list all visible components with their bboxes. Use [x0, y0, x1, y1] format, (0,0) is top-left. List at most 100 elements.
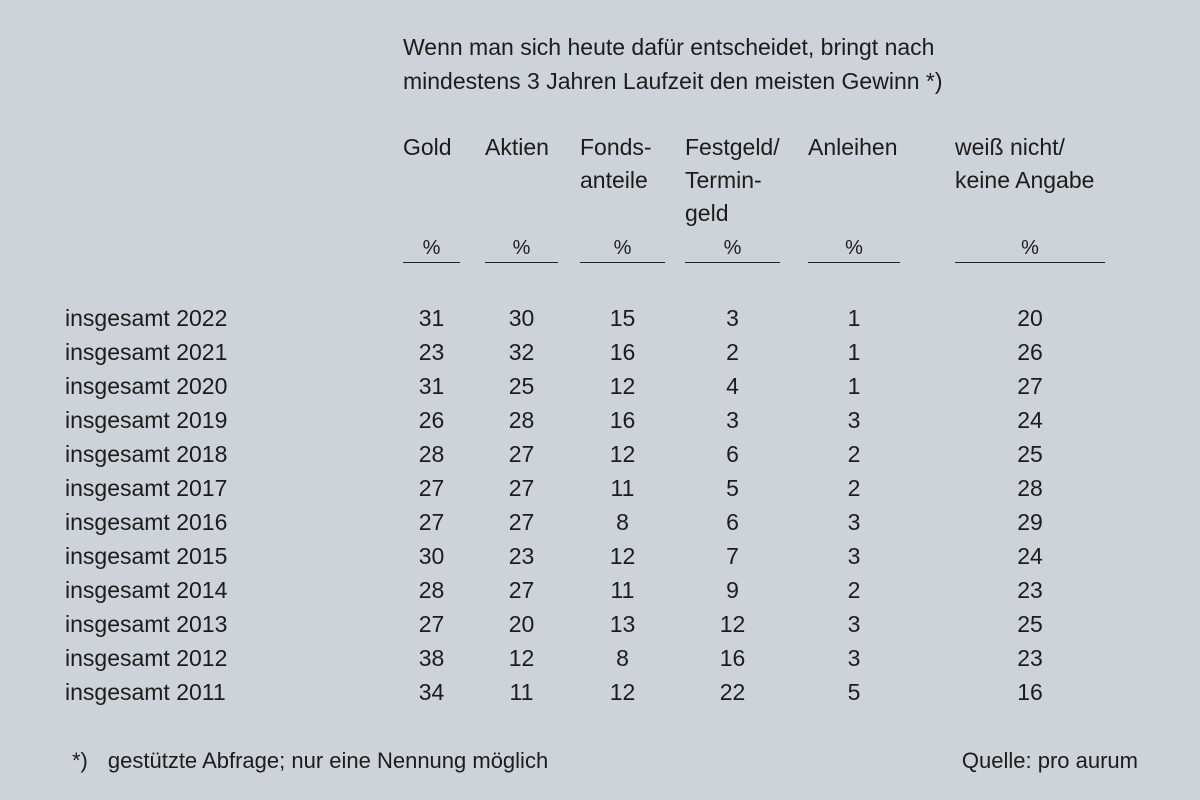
- row-label: insgesamt 2021: [65, 339, 228, 365]
- value-cell-fondsanteile: 16: [609, 339, 636, 365]
- value-cell-festgeld: 22: [719, 679, 746, 705]
- column-header-label: Gold: [403, 134, 452, 160]
- value-cell-aktien: 23: [508, 543, 535, 569]
- value-cell-festgeld: 7: [726, 543, 739, 569]
- value-cell-anleihen: 3: [847, 509, 861, 535]
- row-label: insgesamt 2020: [65, 373, 228, 399]
- value-cell-fondsanteile: 8: [616, 645, 629, 671]
- chart-title-line-2: mindestens 3 Jahren Laufzeit den meisten…: [403, 68, 943, 94]
- value-cell-gold: 26: [418, 407, 445, 433]
- column-header-anleihen: Anleihen: [780, 131, 900, 231]
- table-row: insgesamt 2014 28 27 11 9 2 23: [65, 573, 1105, 607]
- unit-cell: %: [403, 231, 460, 263]
- value-cell-fondsanteile: 11: [610, 475, 635, 501]
- value-cell-fondsanteile: 15: [609, 305, 636, 331]
- chart-title-line-1: Wenn man sich heute dafür entscheidet, b…: [403, 34, 935, 60]
- footnote-marker: *): [72, 748, 88, 773]
- row-label-column-header: [65, 131, 403, 231]
- value-cell-aktien: 27: [508, 577, 535, 603]
- value-cell-aktien: 20: [508, 611, 535, 637]
- unit-cell: %: [460, 231, 558, 263]
- value-cell-fondsanteile: 12: [609, 679, 636, 705]
- value-cell-festgeld: 9: [726, 577, 739, 603]
- column-header-label: Festgeld/: [685, 134, 780, 160]
- value-cell-anleihen: 2: [847, 475, 861, 501]
- unit-cell: %: [900, 231, 1105, 263]
- percent-label: %: [955, 235, 1105, 263]
- value-cell-gold: 27: [418, 475, 445, 501]
- value-cell-gold: 38: [418, 645, 445, 671]
- source-credit: Quelle: pro aurum: [961, 748, 1138, 773]
- row-label: insgesamt 2012: [65, 645, 228, 671]
- row-label: insgesamt 2019: [65, 407, 228, 433]
- percent-label: %: [580, 235, 665, 263]
- table-row: insgesamt 2020 31 25 12 4 1 27: [65, 369, 1105, 403]
- table-row: insgesamt 2017 27 27 11 5 2 28: [65, 471, 1105, 505]
- column-header-label: Fonds-: [580, 134, 652, 160]
- value-cell-festgeld: 5: [726, 475, 739, 501]
- value-cell-festgeld: 3: [726, 407, 739, 433]
- value-cell-festgeld: 6: [726, 509, 739, 535]
- row-label: insgesamt 2016: [65, 509, 228, 535]
- value-cell-aktien: 28: [508, 407, 535, 433]
- column-header-gold: Gold: [403, 131, 460, 231]
- value-cell-gold: 27: [418, 611, 445, 637]
- footnote-text: gestützte Abfrage; nur eine Nennung mögl…: [107, 748, 549, 773]
- column-header-fondsanteile: Fonds- anteile: [558, 131, 665, 231]
- value-cell-gold: 31: [418, 305, 445, 331]
- column-header-label: weiß nicht/: [955, 134, 1065, 160]
- table-row: insgesamt 2022 31 30 15 3 1 20: [65, 301, 1105, 335]
- row-label: insgesamt 2017: [65, 475, 228, 501]
- table-body: insgesamt 2022 31 30 15 3 1 20 insgesamt…: [65, 301, 1105, 709]
- value-cell-anleihen: 3: [847, 543, 861, 569]
- header-spacer: [65, 263, 1105, 301]
- value-cell-gold: 28: [418, 577, 445, 603]
- value-cell-anleihen: 3: [847, 611, 861, 637]
- table-row: insgesamt 2013 27 20 13 12 3 25: [65, 607, 1105, 641]
- table-row: insgesamt 2019 26 28 16 3 3 24: [65, 403, 1105, 437]
- table-header-row: Gold Aktien Fonds- anteile: [65, 131, 1105, 231]
- value-cell-weiss-nicht: 29: [1017, 509, 1043, 535]
- value-cell-festgeld: 4: [726, 373, 739, 399]
- value-cell-weiss-nicht: 28: [1017, 475, 1043, 501]
- value-cell-anleihen: 1: [847, 373, 861, 399]
- value-cell-gold: 27: [418, 509, 445, 535]
- percent-label: %: [485, 235, 558, 263]
- unit-cell: %: [665, 231, 780, 263]
- value-cell-weiss-nicht: 20: [1017, 305, 1043, 331]
- row-label: insgesamt 2015: [65, 543, 228, 569]
- value-cell-fondsanteile: 8: [616, 509, 629, 535]
- value-cell-anleihen: 3: [847, 407, 861, 433]
- row-label: insgesamt 2011: [65, 679, 226, 705]
- value-cell-fondsanteile: 11: [610, 577, 635, 603]
- value-cell-gold: 23: [418, 339, 445, 365]
- value-cell-fondsanteile: 16: [609, 407, 636, 433]
- value-cell-anleihen: 2: [847, 577, 861, 603]
- value-cell-weiss-nicht: 26: [1017, 339, 1043, 365]
- value-cell-weiss-nicht: 25: [1017, 611, 1043, 637]
- unit-cell: %: [780, 231, 900, 263]
- value-cell-gold: 34: [418, 679, 445, 705]
- value-cell-fondsanteile: 12: [609, 441, 636, 467]
- value-cell-aktien: 12: [508, 645, 535, 671]
- row-label: insgesamt 2018: [65, 441, 228, 467]
- value-cell-aktien: 11: [509, 679, 534, 705]
- value-cell-festgeld: 2: [726, 339, 739, 365]
- value-cell-anleihen: 2: [847, 441, 861, 467]
- value-cell-weiss-nicht: 24: [1017, 407, 1043, 433]
- value-cell-anleihen: 3: [847, 645, 861, 671]
- value-cell-weiss-nicht: 25: [1017, 441, 1043, 467]
- percent-label: %: [808, 235, 900, 263]
- value-cell-aktien: 32: [508, 339, 535, 365]
- value-cell-festgeld: 3: [726, 305, 739, 331]
- value-cell-weiss-nicht: 24: [1017, 543, 1043, 569]
- value-cell-gold: 30: [418, 543, 445, 569]
- table-row: insgesamt 2021 23 32 16 2 1 26: [65, 335, 1105, 369]
- value-cell-fondsanteile: 12: [609, 373, 636, 399]
- column-header-aktien: Aktien: [460, 131, 558, 231]
- table-row: insgesamt 2015 30 23 12 7 3 24: [65, 539, 1105, 573]
- value-cell-aktien: 30: [508, 305, 535, 331]
- value-cell-festgeld: 16: [719, 645, 746, 671]
- column-header-label: Aktien: [485, 134, 549, 160]
